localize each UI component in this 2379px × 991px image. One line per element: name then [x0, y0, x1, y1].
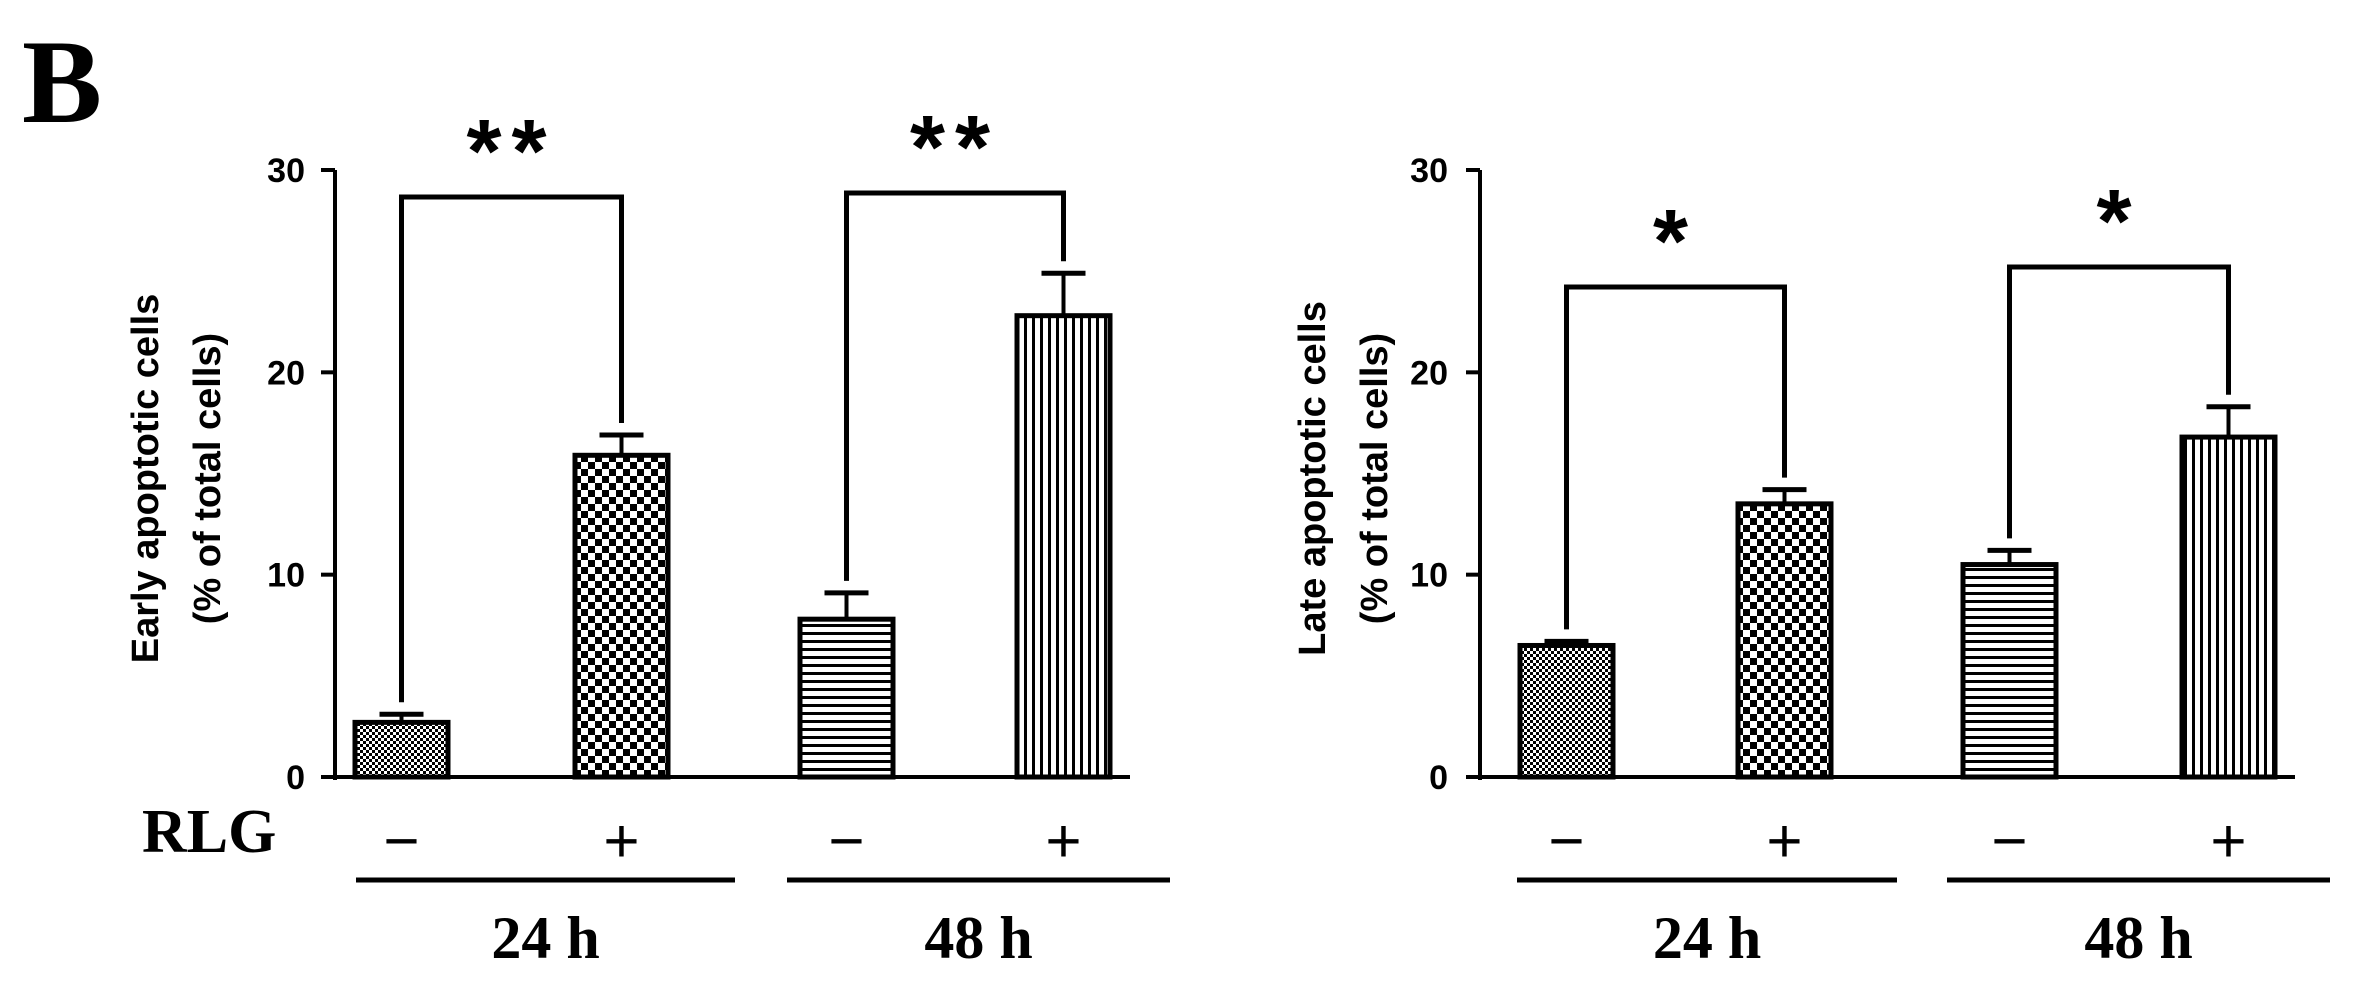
bar: [1960, 562, 2059, 780]
y-tick-label: 10: [267, 557, 305, 595]
bar: [1014, 313, 1113, 780]
rlg-sign: −: [1548, 807, 1584, 876]
rlg-sign: −: [383, 807, 419, 876]
rlg-sign: +: [1766, 807, 1802, 876]
significance-label: *: [1653, 192, 1698, 292]
y-tick-label: 10: [1410, 557, 1448, 595]
y-axis-label: Early apoptotic cells: [125, 294, 167, 664]
chart-early-apoptotic: 0 10 20 30 Early apoptotic cells (% of total …: [125, 98, 1170, 971]
group-label: 24 h: [1653, 905, 1761, 971]
significance-label: **: [466, 102, 556, 202]
significance-bracket: [399, 194, 624, 703]
rlg-sign: +: [603, 807, 639, 876]
y-axis-label: (% of total cells): [187, 333, 229, 624]
y-tick-label: 20: [267, 354, 305, 392]
y-axis-label: Late apoptotic cells: [1292, 301, 1334, 656]
rlg-sign: +: [1045, 807, 1081, 876]
rlg-sign: +: [2210, 807, 2246, 876]
rlg-sign: −: [1991, 807, 2027, 876]
treatment-label: RLG: [142, 798, 276, 866]
bar: [1517, 642, 1616, 780]
y-tick-label: 20: [1410, 354, 1448, 392]
y-axis-label: (% of total cells): [1354, 333, 1396, 624]
significance-bracket: [2007, 264, 2231, 539]
significance-bracket: [844, 190, 1066, 581]
significance-label: *: [2096, 172, 2141, 272]
bar: [797, 616, 896, 780]
bar: [1735, 501, 1834, 780]
panel-label: B: [22, 15, 102, 148]
group-label: 24 h: [491, 905, 599, 971]
chart-late-apoptotic: 0 10 20 30 Late apoptotic cells (% of total c…: [1292, 152, 2330, 971]
y-tick-label: 0: [286, 759, 305, 797]
y-tick-label: 30: [1410, 152, 1448, 190]
y-tick-label: 30: [267, 152, 305, 190]
bar: [2179, 434, 2278, 780]
rlg-sign: −: [828, 807, 864, 876]
bar: [572, 452, 671, 780]
significance-bracket: [1564, 284, 1787, 630]
group-label: 48 h: [924, 905, 1032, 971]
significance-label: **: [910, 98, 1000, 198]
bar: [352, 719, 451, 780]
y-tick-label: 0: [1429, 759, 1448, 797]
group-label: 48 h: [2084, 905, 2192, 971]
